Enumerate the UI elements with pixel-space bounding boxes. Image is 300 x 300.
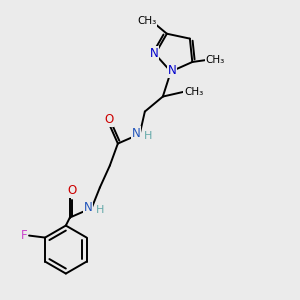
Text: F: F (21, 229, 27, 242)
Text: N: N (83, 201, 92, 214)
Text: O: O (104, 113, 113, 126)
Text: N: N (167, 64, 176, 77)
Text: N: N (150, 46, 158, 60)
Text: CH₃: CH₃ (206, 55, 225, 65)
Text: CH₃: CH₃ (184, 87, 203, 97)
Text: H: H (144, 130, 152, 141)
Text: N: N (131, 127, 140, 140)
Text: O: O (67, 184, 76, 197)
Text: H: H (96, 205, 104, 214)
Text: CH₃: CH₃ (137, 16, 157, 26)
